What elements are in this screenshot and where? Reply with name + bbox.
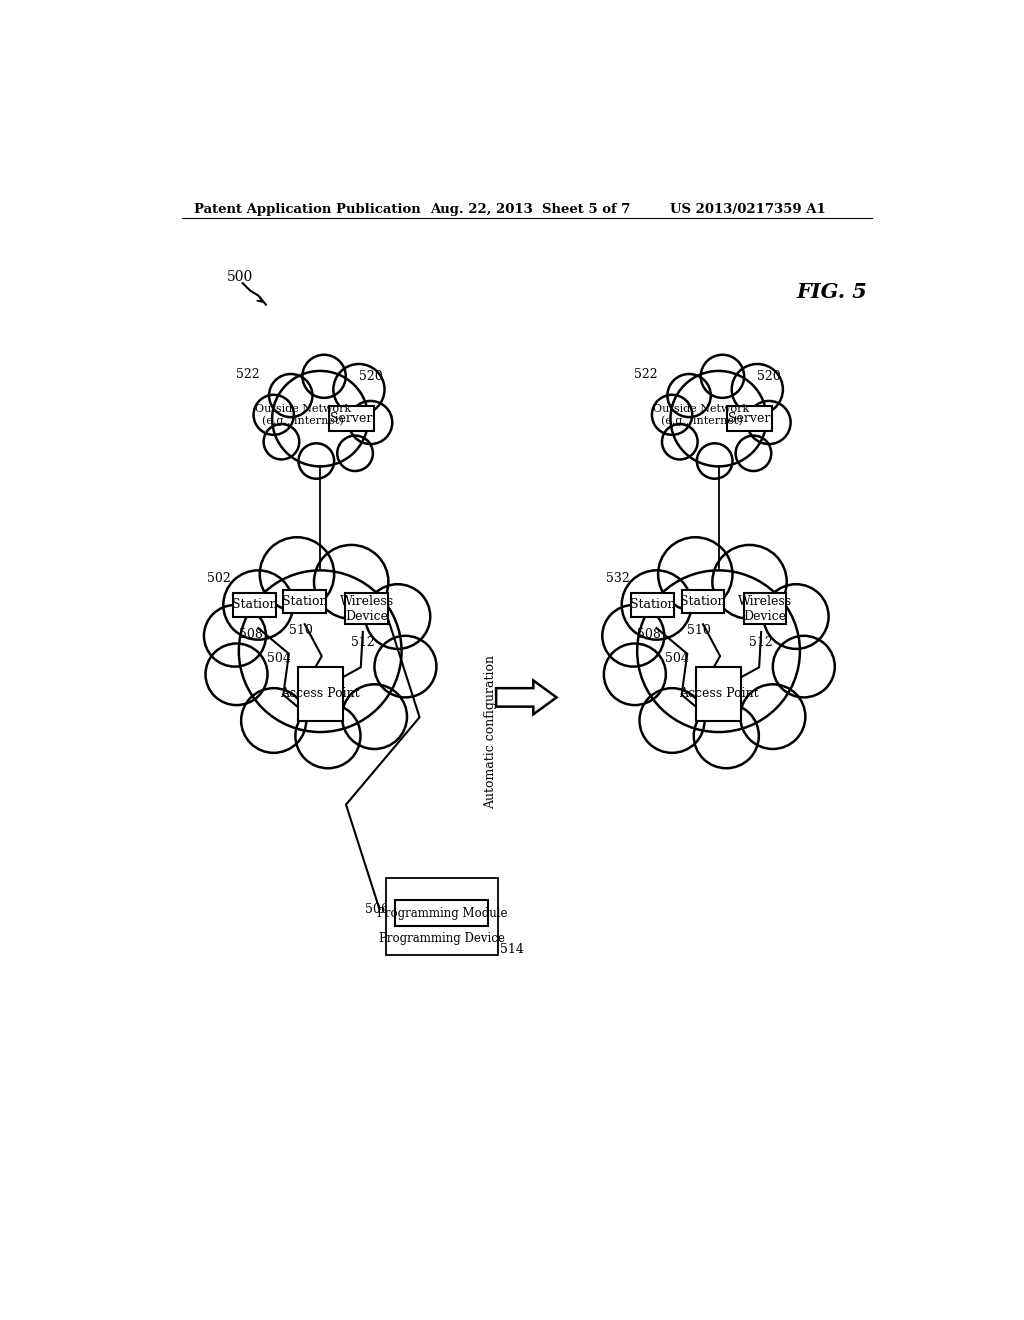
- Circle shape: [314, 545, 388, 619]
- Text: 512: 512: [750, 636, 773, 649]
- Text: 500: 500: [227, 271, 254, 284]
- Bar: [696, 667, 741, 721]
- Bar: [743, 594, 786, 624]
- Circle shape: [640, 688, 705, 752]
- Bar: [298, 667, 343, 721]
- Circle shape: [269, 374, 312, 417]
- Circle shape: [671, 371, 767, 466]
- Circle shape: [337, 436, 373, 471]
- Text: Automatic configuration: Automatic configuration: [484, 655, 498, 809]
- Circle shape: [693, 704, 759, 768]
- Text: Server: Server: [728, 412, 771, 425]
- Text: Programming Device: Programming Device: [379, 932, 505, 945]
- Circle shape: [241, 688, 306, 752]
- Text: FIG. 5: FIG. 5: [796, 281, 866, 301]
- Circle shape: [668, 374, 711, 417]
- Circle shape: [740, 684, 805, 748]
- Text: 504: 504: [267, 652, 291, 665]
- Circle shape: [342, 684, 407, 748]
- Text: Outside Network
(e.g., internet): Outside Network (e.g., internet): [255, 404, 351, 426]
- Text: 508: 508: [239, 628, 262, 642]
- Circle shape: [764, 585, 828, 649]
- Text: 510: 510: [687, 624, 711, 638]
- Text: 504: 504: [666, 652, 689, 665]
- Text: 520: 520: [359, 370, 383, 383]
- Text: 532: 532: [605, 572, 630, 585]
- Bar: [284, 590, 326, 612]
- Circle shape: [697, 444, 732, 479]
- Text: 510: 510: [289, 624, 312, 638]
- Text: 514: 514: [501, 942, 524, 956]
- Circle shape: [349, 401, 392, 444]
- Circle shape: [254, 395, 294, 434]
- Text: 512: 512: [351, 636, 375, 649]
- Bar: [386, 878, 498, 956]
- Circle shape: [295, 704, 360, 768]
- Text: 522: 522: [237, 367, 260, 380]
- Circle shape: [658, 537, 732, 611]
- Circle shape: [299, 444, 334, 479]
- Circle shape: [272, 371, 369, 466]
- Text: Outside Network
(e.g., internet): Outside Network (e.g., internet): [653, 404, 750, 426]
- Circle shape: [260, 537, 334, 611]
- Text: Access Point: Access Point: [679, 686, 759, 700]
- Circle shape: [206, 644, 267, 705]
- Circle shape: [732, 364, 783, 414]
- Text: Station: Station: [282, 594, 328, 607]
- Circle shape: [748, 401, 791, 444]
- Text: Patent Application Publication: Patent Application Publication: [194, 203, 421, 216]
- Text: 508: 508: [637, 628, 660, 642]
- Circle shape: [604, 644, 666, 705]
- Circle shape: [662, 424, 697, 459]
- Text: 522: 522: [635, 367, 658, 380]
- Text: Station: Station: [630, 598, 676, 611]
- Bar: [345, 594, 388, 624]
- Circle shape: [713, 545, 786, 619]
- Circle shape: [263, 424, 299, 459]
- Bar: [233, 594, 275, 616]
- Circle shape: [223, 570, 293, 640]
- Text: 502: 502: [207, 572, 231, 585]
- Text: 506: 506: [366, 903, 389, 916]
- Bar: [632, 594, 674, 616]
- Text: US 2013/0217359 A1: US 2013/0217359 A1: [671, 203, 826, 216]
- Bar: [727, 407, 772, 430]
- Circle shape: [652, 395, 692, 434]
- Circle shape: [375, 636, 436, 697]
- Text: Station: Station: [680, 594, 726, 607]
- Text: Programming Module: Programming Module: [377, 907, 507, 920]
- Circle shape: [239, 570, 401, 733]
- Text: 520: 520: [758, 370, 781, 383]
- Text: Aug. 22, 2013  Sheet 5 of 7: Aug. 22, 2013 Sheet 5 of 7: [430, 203, 631, 216]
- Circle shape: [700, 355, 744, 397]
- Circle shape: [366, 585, 430, 649]
- Circle shape: [622, 570, 691, 640]
- Polygon shape: [496, 681, 557, 714]
- Text: Server: Server: [330, 412, 373, 425]
- Text: Wireless
Device: Wireless Device: [340, 595, 394, 623]
- Circle shape: [302, 355, 346, 397]
- Text: Wireless
Device: Wireless Device: [738, 595, 793, 623]
- Text: Station: Station: [231, 598, 278, 611]
- Circle shape: [204, 605, 266, 667]
- Circle shape: [735, 436, 771, 471]
- Circle shape: [602, 605, 665, 667]
- Bar: [395, 899, 488, 927]
- Circle shape: [637, 570, 800, 733]
- Text: Access Point: Access Point: [281, 686, 360, 700]
- Bar: [682, 590, 724, 612]
- Bar: [329, 407, 374, 430]
- Circle shape: [773, 636, 835, 697]
- Circle shape: [334, 364, 385, 414]
